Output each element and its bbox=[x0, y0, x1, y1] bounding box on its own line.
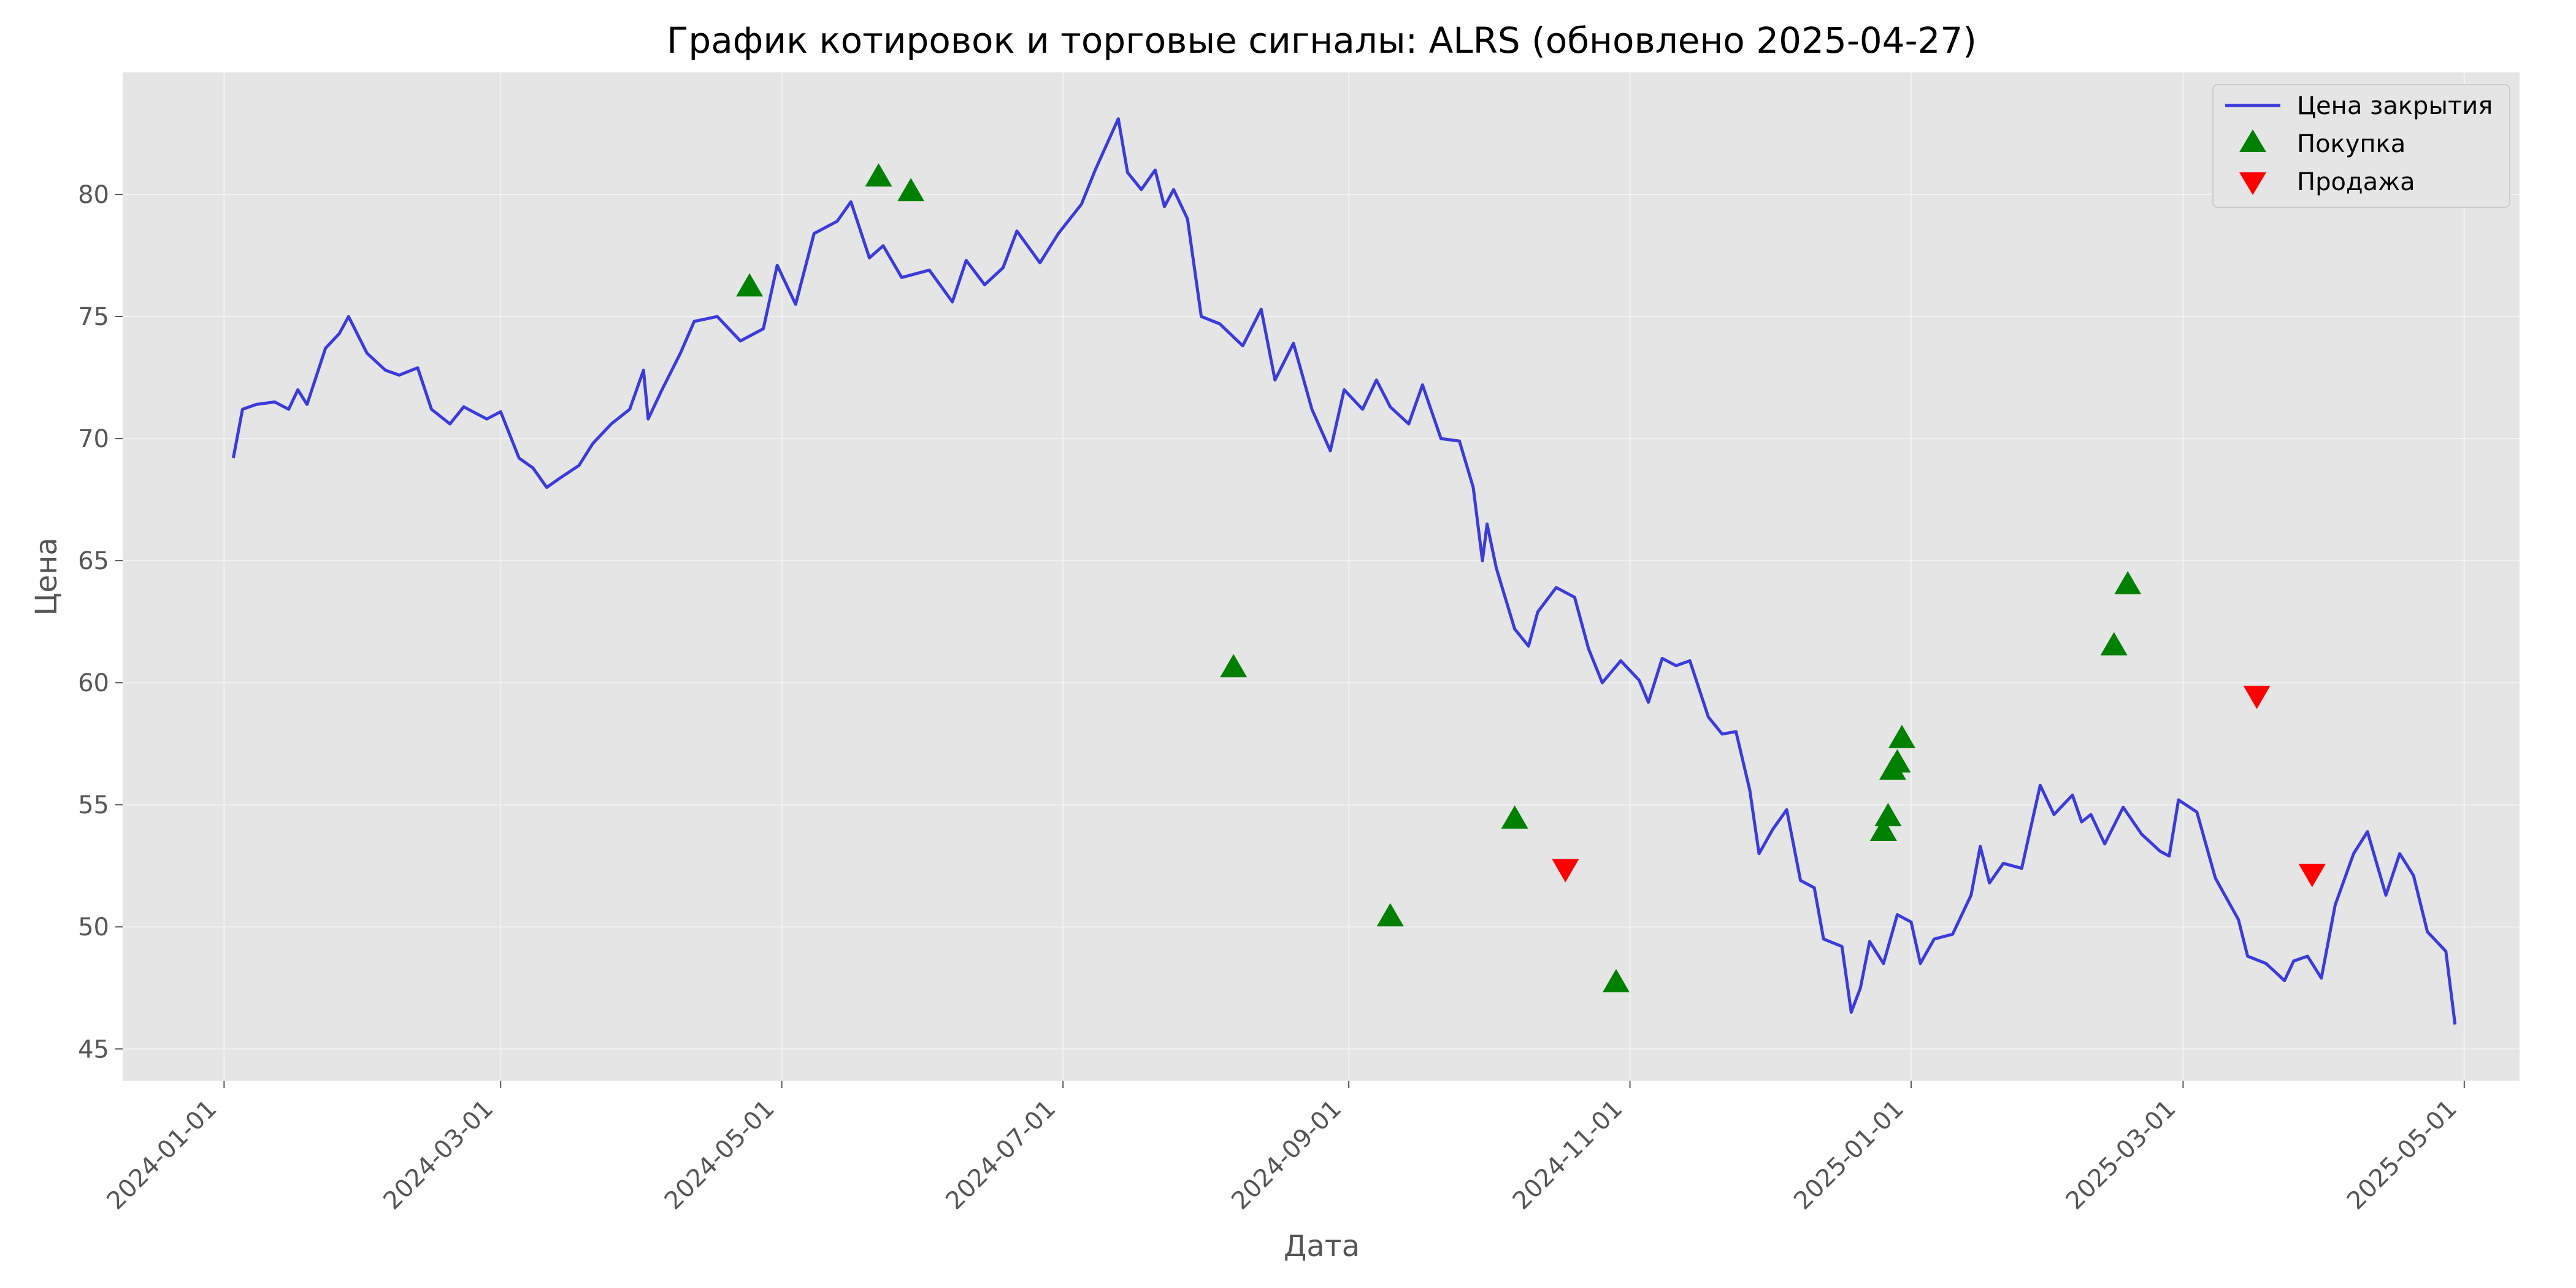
buy-signal-marker bbox=[1501, 805, 1528, 829]
chart-title: График котировок и торговые сигналы: ALR… bbox=[667, 20, 1977, 61]
grid bbox=[123, 72, 2520, 1081]
legend-sell-marker bbox=[2239, 172, 2266, 195]
price-line bbox=[231, 117, 2457, 1025]
y-tick-label: 70 bbox=[78, 425, 109, 453]
y-axis-label: Цена bbox=[29, 537, 64, 616]
y-tick-label: 65 bbox=[78, 547, 109, 575]
legend: Цена закрытия Покупка Продажа bbox=[2212, 84, 2510, 208]
legend-buy-marker bbox=[2239, 129, 2266, 152]
y-tick-label: 60 bbox=[78, 669, 109, 697]
buy-signal-marker bbox=[1874, 803, 1902, 827]
x-axis-label: Дата bbox=[1284, 1229, 1360, 1263]
buy-signal-marker bbox=[736, 273, 764, 297]
price-series bbox=[231, 117, 2457, 1025]
signal-markers bbox=[736, 163, 2326, 992]
sell-signal-marker bbox=[2243, 686, 2271, 710]
legend-entry-sell: Продажа bbox=[2297, 168, 2415, 196]
plot-area bbox=[123, 72, 2520, 1081]
sell-signal-marker bbox=[2298, 864, 2326, 887]
y-tick-label: 50 bbox=[78, 913, 109, 941]
buy-signal-marker bbox=[1884, 749, 1911, 773]
buy-signal-marker bbox=[1220, 654, 1248, 678]
y-tick-label: 75 bbox=[78, 303, 109, 331]
buy-signal-marker bbox=[1888, 724, 1915, 748]
buy-signal-marker bbox=[2114, 570, 2142, 594]
buy-signal-marker bbox=[1869, 817, 1897, 841]
buy-signal-marker bbox=[1376, 903, 1404, 927]
buy-signal-marker bbox=[2100, 632, 2128, 656]
y-tick-label: 45 bbox=[78, 1035, 109, 1064]
legend-box bbox=[2212, 84, 2510, 208]
y-tick-label: 80 bbox=[78, 181, 109, 209]
sell-signal-marker bbox=[1552, 859, 1579, 883]
buy-signal-marker bbox=[897, 178, 925, 202]
legend-entry-buy: Покупка bbox=[2297, 130, 2405, 158]
legend-entry-price: Цена закрытия bbox=[2297, 92, 2493, 120]
buy-signal-marker bbox=[865, 163, 892, 187]
buy-signal-marker bbox=[1602, 968, 1630, 992]
y-tick-label: 55 bbox=[78, 791, 109, 819]
